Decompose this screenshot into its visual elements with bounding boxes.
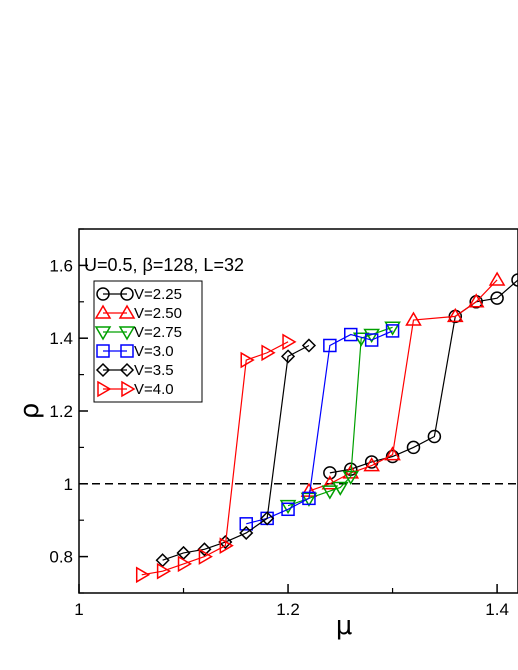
data-point bbox=[363, 457, 380, 472]
legend-marker bbox=[97, 380, 112, 398]
data-point bbox=[323, 338, 337, 353]
legend: V=2.25 V=2.50 V=2.75 V=3.0 V=3.5 V=4.0 bbox=[94, 286, 182, 398]
data-point bbox=[446, 307, 464, 323]
legend-marker bbox=[94, 304, 112, 319]
x-axis-label: μ bbox=[336, 611, 353, 641]
legend-item: V=4.0 bbox=[97, 380, 174, 398]
legend-marker bbox=[94, 326, 112, 341]
data-point bbox=[342, 470, 360, 486]
series-line bbox=[162, 344, 310, 561]
legend-marker bbox=[118, 326, 136, 341]
series-3 bbox=[239, 324, 400, 531]
legend-label: V=2.50 bbox=[134, 305, 182, 322]
legend-label: V=4.0 bbox=[134, 381, 174, 398]
data-point bbox=[302, 491, 316, 506]
legend-item: V=3.0 bbox=[96, 343, 174, 360]
y-tick-label: 1 bbox=[64, 475, 73, 494]
legend-marker bbox=[96, 287, 110, 301]
data-point bbox=[197, 542, 212, 557]
legend-marker bbox=[96, 344, 110, 358]
data-point bbox=[488, 271, 506, 286]
data-point bbox=[135, 566, 151, 584]
y-axis-label: ρ bbox=[15, 403, 45, 420]
x-tick-label: 1.4 bbox=[485, 600, 509, 619]
annotation: U=0.5, β=128, L=32 bbox=[84, 255, 244, 275]
legend-marker bbox=[120, 287, 134, 301]
legend-marker bbox=[120, 344, 134, 358]
x-tick-label: 1.2 bbox=[276, 600, 300, 619]
series-line bbox=[308, 279, 498, 492]
legend-box bbox=[93, 280, 203, 403]
data-point bbox=[261, 344, 276, 362]
data-point bbox=[384, 446, 401, 461]
data-point bbox=[363, 328, 380, 344]
legend-marker bbox=[95, 362, 111, 378]
data-point bbox=[279, 499, 297, 515]
data-point bbox=[467, 293, 485, 308]
y-tick-label: 1.2 bbox=[49, 402, 73, 421]
data-point bbox=[239, 525, 254, 541]
data-point bbox=[301, 338, 317, 353]
legend-item: V=2.75 bbox=[94, 324, 182, 341]
data-point bbox=[198, 548, 213, 565]
data-point bbox=[281, 502, 295, 517]
data-point bbox=[177, 555, 193, 573]
data-point bbox=[260, 511, 275, 526]
data-point bbox=[427, 429, 442, 444]
data-point bbox=[352, 332, 370, 347]
data-point bbox=[282, 333, 297, 351]
data-point bbox=[490, 291, 504, 305]
legend-item: V=3.5 bbox=[95, 362, 174, 379]
series-2 bbox=[279, 321, 401, 515]
data-point bbox=[300, 492, 318, 507]
y-tick-label: 1.4 bbox=[49, 329, 73, 348]
legend-marker bbox=[118, 304, 136, 319]
data-point bbox=[405, 311, 422, 326]
data-point bbox=[280, 349, 296, 364]
series-layer bbox=[135, 271, 518, 584]
data-point bbox=[240, 351, 255, 369]
legend-item: V=2.25 bbox=[96, 286, 182, 303]
data-point bbox=[364, 333, 379, 347]
data-point bbox=[332, 481, 349, 496]
legend-marker bbox=[121, 380, 136, 398]
data-point bbox=[323, 466, 337, 480]
series-5 bbox=[135, 333, 297, 584]
data-point bbox=[239, 517, 253, 531]
legend-label: V=3.0 bbox=[134, 343, 174, 360]
data-point bbox=[406, 440, 421, 455]
data-point bbox=[511, 273, 518, 287]
legend-item: V=2.50 bbox=[94, 304, 182, 322]
data-point bbox=[344, 327, 358, 342]
ticks-layer: 1 1.2 1.4 0.8 1 1.2 1.4 1.6 bbox=[49, 228, 509, 619]
legend-label: V=2.75 bbox=[134, 324, 182, 341]
x-tick-label: 1 bbox=[74, 600, 83, 619]
data-point bbox=[156, 562, 172, 580]
data-point bbox=[321, 485, 339, 500]
series-1 bbox=[300, 271, 506, 497]
legend-marker bbox=[119, 362, 135, 378]
y-tick-label: 0.8 bbox=[49, 548, 73, 567]
data-point bbox=[384, 321, 401, 336]
y-tick-label: 1.6 bbox=[49, 256, 73, 275]
legend-label: V=3.5 bbox=[134, 362, 174, 379]
data-point bbox=[385, 324, 400, 338]
series-line bbox=[329, 279, 518, 474]
legend-label: V=2.25 bbox=[134, 286, 182, 303]
data-point bbox=[219, 537, 234, 554]
